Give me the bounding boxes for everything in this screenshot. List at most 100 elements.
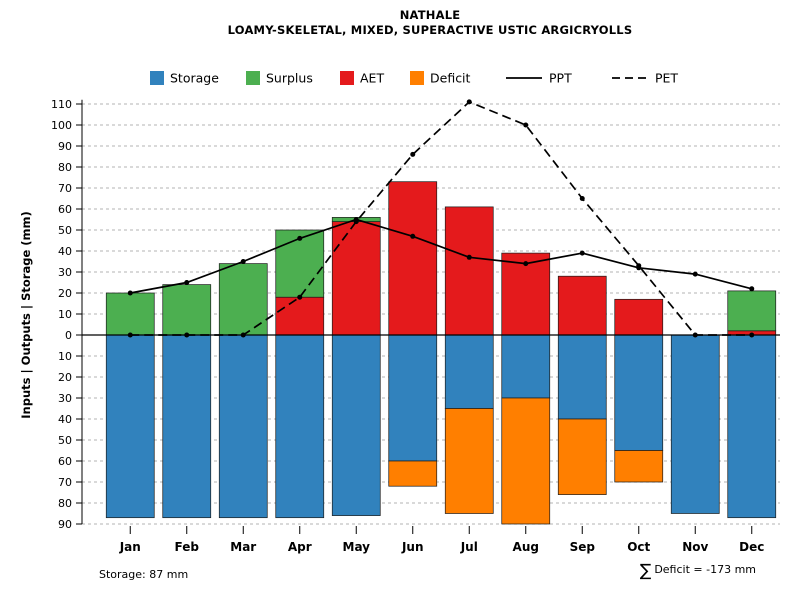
deficit-text: Deficit = -173 mm [654, 563, 756, 576]
pet-marker-jun [410, 151, 416, 157]
ppt-marker-nov [692, 271, 698, 277]
pet-marker-sep [579, 196, 585, 201]
bar-surplus-apr [275, 229, 325, 298]
ppt-marker-apr [297, 235, 303, 241]
legend-item-deficit: Deficit [410, 71, 471, 86]
pet-marker-jul [466, 99, 472, 105]
legend-label: Storage [170, 71, 219, 86]
bar-surplus-dec [727, 290, 777, 332]
month-label-jan: Jan [119, 540, 141, 554]
ppt-marker-mar [240, 259, 246, 264]
legend-swatch-aet [340, 71, 354, 85]
y-tick-label: 90 [58, 140, 72, 153]
legend-label: PPT [549, 71, 572, 86]
bar-storage-may [331, 334, 381, 516]
y-tick-label: 30 [58, 266, 72, 279]
pet-marker-dec [749, 332, 755, 338]
bar-surplus-feb [162, 284, 212, 336]
bar-storage-jul [444, 334, 494, 409]
ppt-marker-aug [523, 261, 529, 267]
legend-item-storage: Storage [150, 71, 219, 86]
legend-swatch-storage [150, 71, 164, 85]
y-tick-label: 60 [58, 455, 72, 468]
ppt-marker-jun [410, 233, 416, 239]
legend-label: PET [655, 71, 678, 86]
bars [105, 181, 777, 525]
pet-marker-nov [692, 332, 698, 338]
y-tick-label: 10 [58, 350, 72, 363]
ppt-marker-feb [184, 280, 190, 285]
legend-item-surplus: Surplus [246, 71, 313, 86]
ppt-marker-dec [749, 286, 755, 292]
y-tick-label: 110 [51, 98, 72, 111]
legend-label: AET [360, 71, 384, 86]
pet-marker-jan [127, 332, 133, 338]
pet-line [130, 100, 752, 336]
bar-aet-oct [614, 298, 664, 336]
month-label-dec: Dec [739, 540, 764, 554]
pet-marker-aug [523, 122, 529, 128]
bar-aet-may [331, 221, 381, 336]
y-tick-label: 90 [58, 518, 72, 531]
month-label-jul: Jul [460, 540, 478, 554]
y-tick-label: 80 [58, 161, 72, 174]
y-tick-label: 10 [58, 308, 72, 321]
legend-item-pet: PET [612, 71, 678, 86]
legend-item-aet: AET [340, 71, 384, 86]
bar-storage-apr [275, 334, 325, 519]
legend-label: Surplus [266, 71, 313, 86]
month-label-feb: Feb [175, 540, 200, 554]
chart-subtitle: LOAMY-SKELETAL, MIXED, SUPERACTIVE USTIC… [227, 23, 633, 37]
month-label-nov: Nov [682, 540, 708, 554]
bar-storage-sep [557, 334, 607, 420]
bar-aet-jun [388, 181, 438, 336]
pet-marker-oct [636, 263, 642, 269]
bar-storage-dec [727, 334, 777, 519]
sigma-symbol: ∑ [639, 561, 652, 581]
bar-storage-feb [162, 334, 212, 519]
y-tick-label: 60 [58, 203, 72, 216]
month-label-oct: Oct [627, 540, 650, 554]
pet-marker-mar [240, 332, 246, 338]
x-axis: Jan Feb Mar Apr May Jun Jul Aug Sep Oct Nov Dec [119, 526, 764, 554]
storage-note: Storage: 87 mm [99, 568, 189, 581]
bar-storage-jun [388, 334, 438, 462]
month-label-may: May [343, 540, 371, 554]
pet-marker-may [353, 219, 359, 225]
ppt-marker-jul [466, 254, 472, 260]
deficit-note: ∑ Deficit = -173 mm [640, 561, 756, 581]
bar-deficit-sep [557, 418, 607, 495]
y-tick-label: 20 [58, 371, 72, 384]
legend-swatch-deficit [410, 71, 424, 85]
ppt-marker-sep [579, 250, 585, 256]
bar-aet-jul [444, 206, 494, 336]
y-tick-label: 20 [58, 287, 72, 300]
y-tick-label: 70 [58, 182, 72, 195]
y-tick-label: 40 [58, 245, 72, 258]
bar-aet-sep [557, 275, 607, 336]
legend-label: Deficit [430, 71, 471, 86]
bar-deficit-jul [444, 408, 494, 514]
month-label-aug: Aug [513, 540, 539, 554]
bar-surplus-jan [105, 292, 155, 336]
bar-aet-apr [275, 296, 325, 336]
bar-storage-jan [105, 334, 155, 519]
month-label-apr: Apr [288, 540, 312, 554]
bar-deficit-aug [501, 397, 551, 525]
y-tick-label: 30 [58, 392, 72, 405]
y-tick-label: 70 [58, 476, 72, 489]
bar-aet-aug [501, 252, 551, 336]
y-tick-label: 40 [58, 413, 72, 426]
legend-item-ppt: PPT [506, 71, 572, 86]
month-label-mar: Mar [230, 540, 256, 554]
ppt-pet-lines [127, 99, 755, 338]
chart-title: NATHALE [399, 8, 461, 22]
ppt-marker-jan [127, 290, 133, 296]
y-tick-label: 100 [51, 119, 72, 132]
legend-swatch-surplus [246, 71, 260, 85]
y-tick-label: 50 [58, 224, 72, 237]
y-axis-label: Inputs | Outputs | Storage (mm) [19, 211, 33, 419]
bar-deficit-oct [614, 450, 664, 483]
